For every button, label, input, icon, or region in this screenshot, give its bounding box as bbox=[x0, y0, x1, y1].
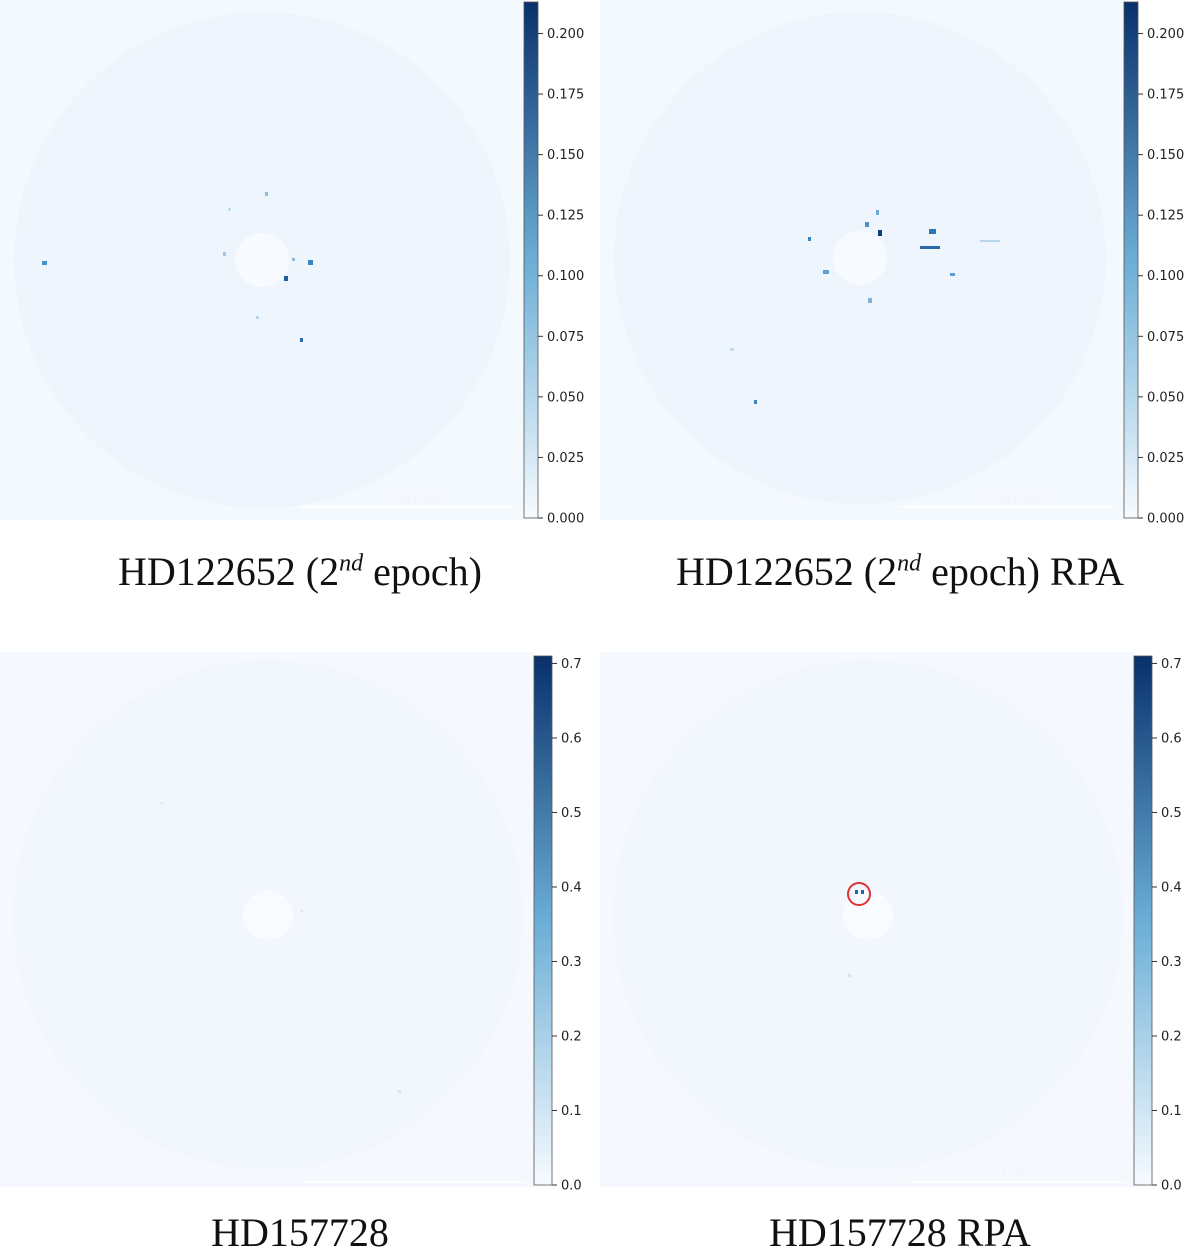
colorbar-tick-label: 0.5 bbox=[561, 806, 582, 821]
residual-map-image: 1 arcsec bbox=[0, 0, 525, 520]
colorbar-tick-label: 0.6 bbox=[561, 731, 582, 746]
scale-bar-label: 1 arcsec bbox=[395, 1166, 454, 1182]
colorbar-gradient bbox=[523, 1, 539, 519]
colorbar-tick-label: 0.175 bbox=[1147, 88, 1184, 103]
colorbar-gradient bbox=[1133, 655, 1153, 1186]
colorbar-tick-label: 0.050 bbox=[1147, 390, 1184, 405]
colorbar-tick-label: 0.200 bbox=[547, 27, 584, 42]
colorbar-tick-label: 0.6 bbox=[1161, 731, 1182, 746]
colorbar-gradient bbox=[1123, 1, 1139, 519]
scale-bar-label: 1 arcsec bbox=[385, 491, 444, 507]
speckle-points bbox=[42, 192, 313, 342]
colorbar-tick-label: 0.075 bbox=[547, 330, 584, 345]
colorbar-tick-label: 0.125 bbox=[1147, 209, 1184, 224]
colorbar-tick-label: 0.3 bbox=[561, 955, 582, 970]
colorbar-tick-label: 0.125 bbox=[547, 209, 584, 224]
coronagraph-mask bbox=[843, 890, 893, 940]
colorbar-tick-label: 0.025 bbox=[1147, 451, 1184, 466]
colorbar-tick-label: 0.1 bbox=[561, 1104, 582, 1119]
scale-bar-label: 1 arcsec bbox=[985, 491, 1044, 507]
colorbar-tick-label: 0.050 bbox=[547, 390, 584, 405]
coronagraph-mask bbox=[235, 233, 289, 287]
speckle-points bbox=[730, 210, 1000, 404]
colorbar: 0.7 0.6 0.5 0.4 0.3 0.2 0.1 0.0 bbox=[533, 655, 582, 1194]
colorbar-tick-label: 0.7 bbox=[1161, 657, 1182, 672]
coronagraph-mask bbox=[833, 231, 887, 285]
colorbar-tick-label: 0.1 bbox=[1161, 1104, 1182, 1119]
colorbar-tick-label: 0.200 bbox=[1147, 27, 1184, 42]
panel-caption: HD122652 (2nd epoch) RPA bbox=[675, 549, 1125, 594]
colorbar-tick-label: 0.4 bbox=[561, 880, 582, 895]
colorbar-tick-label: 0.000 bbox=[547, 512, 584, 527]
panel-hd157728-rpa: 1 arcsec 0.7 0.6 0.5 0.4 0.3 0.2 0.1 0.0 HD1577… bbox=[600, 652, 1200, 1255]
colorbar-tick-label: 0.0 bbox=[561, 1179, 582, 1194]
colorbar: 0.200 0.175 0.150 0.125 0.100 0.075 0.050 0.025… bbox=[1123, 1, 1184, 527]
colorbar-tick-label: 0.3 bbox=[1161, 955, 1182, 970]
residual-map-image: 1 arcsec bbox=[600, 0, 1125, 520]
colorbar-tick-label: 0.000 bbox=[1147, 512, 1184, 527]
coronagraph-mask bbox=[243, 890, 293, 940]
colorbar-tick-label: 0.075 bbox=[1147, 330, 1184, 345]
speckle-points bbox=[160, 802, 401, 1093]
scale-bar-label: 1 arcsec bbox=[1000, 1166, 1059, 1182]
colorbar-tick-label: 0.100 bbox=[1147, 269, 1184, 284]
colorbar-tick-label: 0.0 bbox=[1161, 1179, 1182, 1194]
colorbar-gradient bbox=[533, 655, 553, 1186]
colorbar-tick-label: 0.2 bbox=[1161, 1029, 1182, 1044]
colorbar-tick-label: 0.175 bbox=[547, 88, 584, 103]
panel-caption: HD157728 RPA bbox=[769, 1210, 1031, 1255]
speckle-points bbox=[848, 890, 864, 977]
panel-caption: HD157728 bbox=[211, 1210, 389, 1255]
colorbar-tick-label: 0.4 bbox=[1161, 880, 1182, 895]
colorbar-tick-label: 0.100 bbox=[547, 269, 584, 284]
panel-caption: HD122652 (2nd epoch) bbox=[118, 549, 482, 594]
colorbar: 0.200 0.175 0.150 0.125 0.100 0.075 0.050 0.025… bbox=[523, 1, 584, 527]
residual-map-image: 1 arcsec bbox=[0, 652, 535, 1187]
colorbar-tick-label: 0.2 bbox=[561, 1029, 582, 1044]
colorbar-tick-label: 0.150 bbox=[1147, 148, 1184, 163]
colorbar-tick-label: 0.150 bbox=[547, 148, 584, 163]
residual-map-image: 1 arcsec bbox=[600, 652, 1135, 1187]
colorbar-tick-label: 0.5 bbox=[1161, 806, 1182, 821]
panel-hd157728: 1 arcsec 0.7 0.6 0.5 0.4 0.3 0.2 0.1 0.0 HD1577… bbox=[0, 652, 600, 1255]
colorbar-tick-label: 0.7 bbox=[561, 657, 582, 672]
panel-hd122652-epoch2-rpa: 1 arcsec 0.200 0.175 0.150 0.125 0.100 0.075 0… bbox=[600, 0, 1200, 620]
companion-highlight-circle bbox=[847, 882, 871, 906]
panel-hd122652-epoch2: 1 arcsec 0.200 0.175 0.150 0.125 0.100 0.075 0… bbox=[0, 0, 600, 620]
colorbar: 0.7 0.6 0.5 0.4 0.3 0.2 0.1 0.0 bbox=[1133, 655, 1182, 1194]
colorbar-tick-label: 0.025 bbox=[547, 451, 584, 466]
